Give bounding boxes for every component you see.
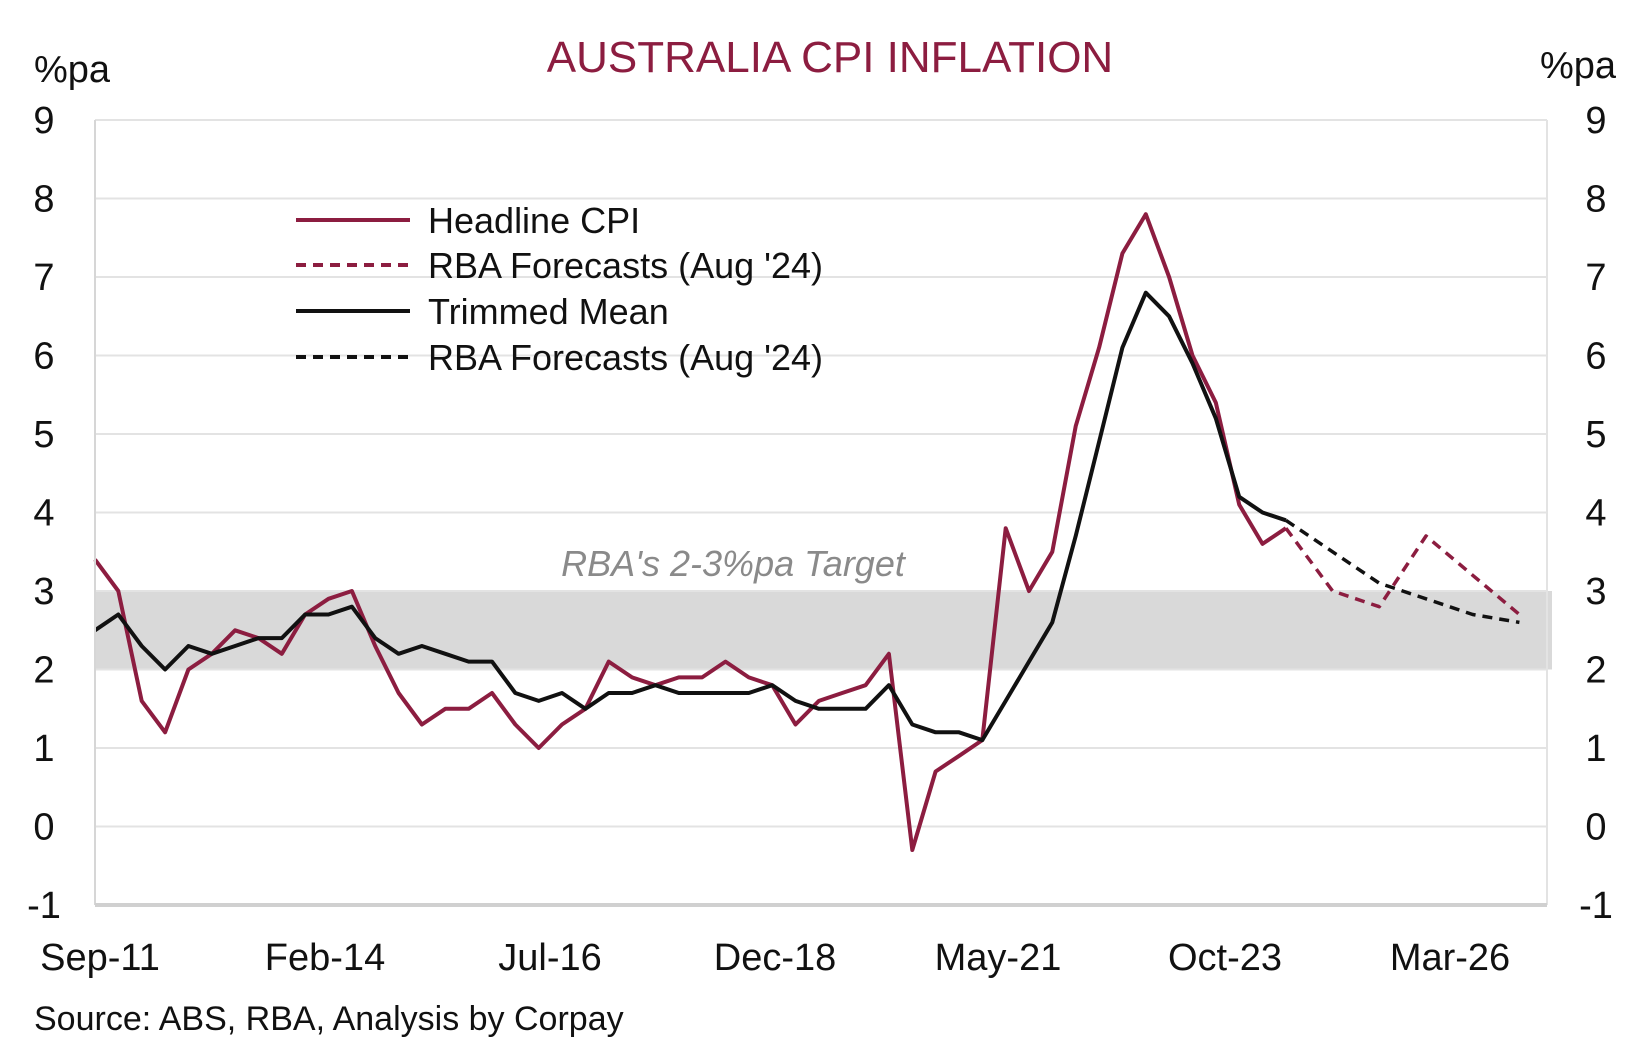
forecast-trimmed-line [1284, 518, 1520, 625]
y-tick-label-left: 1 [33, 728, 54, 770]
y-tick-label-right: 3 [1585, 571, 1606, 613]
x-tick-label: May-21 [935, 937, 1062, 979]
y-tick-label-right: 2 [1585, 650, 1606, 692]
x-tick-label: Dec-18 [714, 937, 837, 979]
y-tick-label-left: 4 [33, 493, 54, 535]
legend-label: RBA Forecasts (Aug '24) [428, 337, 823, 378]
y-tick-label-right: 1 [1585, 728, 1606, 770]
y-tick-label-left: 5 [33, 414, 54, 456]
y-tick-label-right: 4 [1585, 493, 1606, 535]
legend-label: RBA Forecasts (Aug '24) [428, 245, 823, 286]
y-axis-label-left: %pa [34, 49, 111, 91]
legend-label: Headline CPI [428, 200, 640, 241]
y-tick-label-right: 7 [1585, 257, 1606, 299]
y-tick-label-left: 0 [33, 807, 54, 849]
trimmed-line [93, 290, 1287, 743]
legend-label: Trimmed Mean [428, 291, 669, 332]
x-tick-label: Oct-23 [1168, 937, 1282, 979]
x-tick-label: Jul-16 [498, 937, 602, 979]
y-tick-label-right: 8 [1585, 179, 1606, 221]
y-tick-label-left: 9 [33, 100, 54, 142]
y-tick-label-left: -1 [27, 885, 61, 927]
y-tick-label-left: 3 [33, 571, 54, 613]
y-tick-label-left: 7 [33, 257, 54, 299]
source-note: Source: ABS, RBA, Analysis by Corpay [34, 1000, 624, 1038]
y-tick-label-left: 2 [33, 650, 54, 692]
chart-title: AUSTRALIA CPI INFLATION [547, 33, 1113, 82]
x-tick-label: Feb-14 [265, 937, 385, 979]
y-tick-label-right: 6 [1585, 336, 1606, 378]
y-tick-label-right: 0 [1585, 807, 1606, 849]
headline-line [93, 212, 1288, 852]
x-tick-label: Mar-26 [1390, 937, 1510, 979]
y-tick-label-right: 5 [1585, 414, 1606, 456]
y-axis-label-right: %pa [1540, 45, 1617, 87]
y-tick-label-right: 9 [1585, 100, 1606, 142]
y-tick-label-left: 8 [33, 179, 54, 221]
x-tick-label: Sep-11 [40, 937, 160, 979]
target-band-label: RBA's 2-3%pa Target [561, 543, 907, 584]
y-tick-label-right: -1 [1579, 885, 1613, 927]
y-tick-label-left: 6 [33, 336, 54, 378]
target-band [95, 591, 1552, 670]
